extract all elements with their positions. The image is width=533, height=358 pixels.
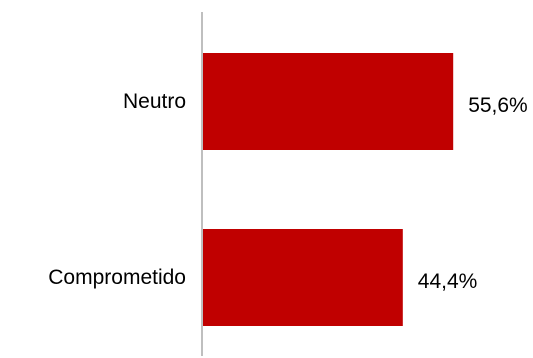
bar-comprometido [203,229,403,326]
value-label-neutro: 55,6% [468,94,528,117]
bars-group: Neutro 55,6% Comprometido 44,4% [48,53,528,326]
category-label-comprometido: Comprometido [48,266,186,289]
value-label-comprometido: 44,4% [418,270,478,293]
category-label-neutro: Neutro [123,90,186,113]
bar-neutro [203,53,454,150]
